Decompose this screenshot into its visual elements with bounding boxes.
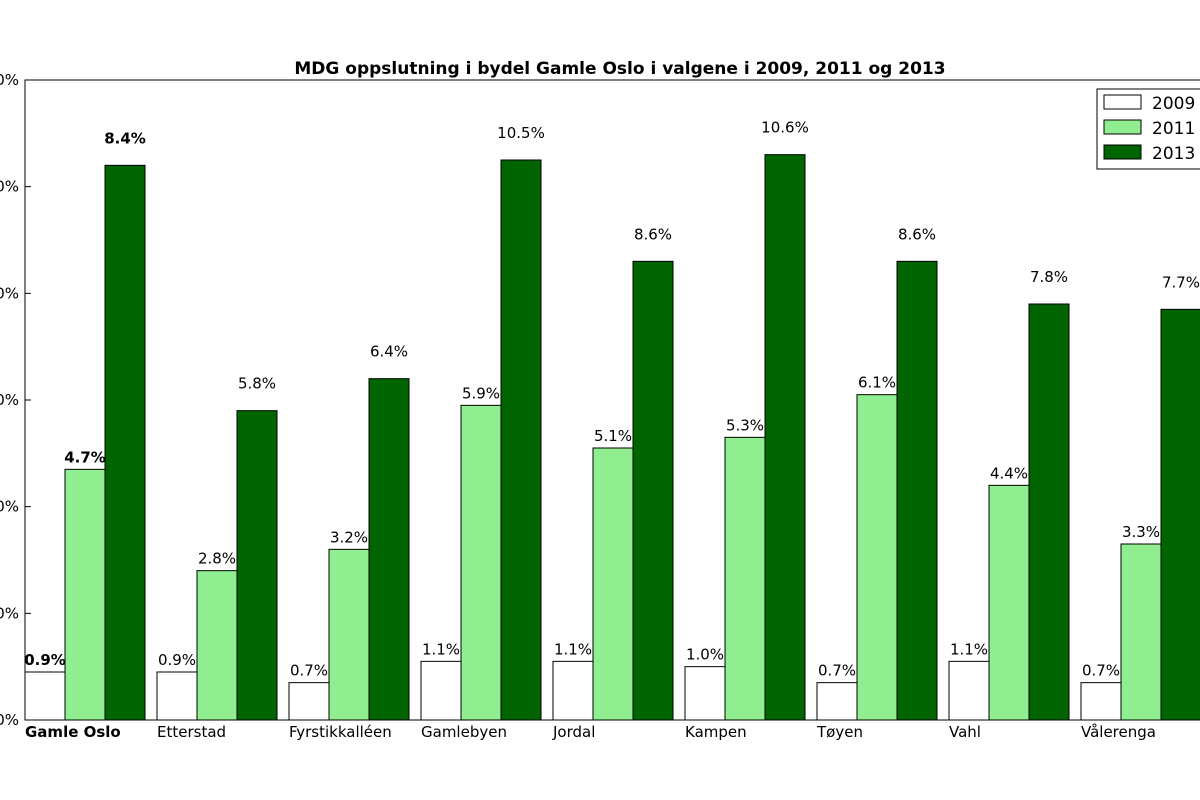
value-label-2013-9: 7.7% <box>1162 273 1200 291</box>
x-tick-label-9: Vålerenga <box>1081 723 1156 741</box>
bar-2011-9 <box>1120 543 1162 721</box>
x-tick-label-4: Gamlebyen <box>421 723 507 741</box>
x-tick-label-3: Fyrstikkalléen <box>289 723 392 741</box>
x-axis-tick-labels: Gamle Oslo Etterstad Fyrstikkalléen Gamleby… <box>25 723 1156 741</box>
value-label-2013-2: 5.8% <box>238 375 276 393</box>
y-tick-label-2: 0% <box>0 604 19 622</box>
value-labels-group: 0.9% 4.7% 8.4% 0.9% 2.8% 5.8% 0.7% 3.2% 6.4% 1.1%… <box>24 119 1200 680</box>
value-label-2011-2: 2.8% <box>198 550 236 568</box>
bars-group <box>24 154 1200 721</box>
bar-2009-7 <box>816 682 858 721</box>
legend-swatch-2013 <box>1103 144 1142 160</box>
y-axis-tick-labels: 0% 0% 0% 0% 0% 0% 0% <box>0 71 31 729</box>
value-label-2011-4: 5.9% <box>462 384 500 402</box>
bar-2009-9 <box>1080 682 1122 721</box>
value-label-2011-1: 4.7% <box>64 448 106 466</box>
value-label-2013-8: 7.8% <box>1030 268 1068 286</box>
bar-2013-5 <box>632 260 674 721</box>
y-tick-label-3: 0% <box>0 498 19 516</box>
value-label-2013-7: 8.6% <box>898 225 936 243</box>
chart-title: MDG oppslutning i bydel Gamle Oslo i val… <box>294 59 945 79</box>
value-label-2011-6: 5.3% <box>726 416 764 434</box>
x-tick-label-8: Vahl <box>949 723 981 741</box>
legend-label-2011: 2011 <box>1152 119 1195 139</box>
legend-label-2013: 2013 <box>1152 144 1195 164</box>
bar-2013-1 <box>104 164 146 721</box>
value-label-2013-5: 8.6% <box>634 225 672 243</box>
legend-swatch-2011 <box>1103 119 1142 135</box>
y-tick-label-1: 0% <box>0 711 19 729</box>
y-tick-label-4: 0% <box>0 391 19 409</box>
x-tick-label-1: Gamle Oslo <box>25 723 121 741</box>
plot-frame <box>24 79 1200 721</box>
x-tick-label-6: Kampen <box>685 723 747 741</box>
bar-2013-2 <box>236 410 278 721</box>
y-tick-label-7: 0% <box>0 71 19 89</box>
bar-2013-8 <box>1028 303 1070 721</box>
value-label-2011-3: 3.2% <box>330 528 368 546</box>
value-label-2011-8: 4.4% <box>990 464 1028 482</box>
bar-2011-7 <box>856 394 898 721</box>
legend-swatch-2009 <box>1103 94 1142 110</box>
y-tick-label-6: 0% <box>0 178 19 196</box>
value-label-2009-2: 0.9% <box>158 651 196 669</box>
bar-2011-2 <box>196 570 238 721</box>
bar-2011-6 <box>724 436 766 721</box>
value-label-2009-1: 0.9% <box>24 651 66 669</box>
value-label-2013-1: 8.4% <box>104 129 146 147</box>
bar-2013-9 <box>1160 308 1200 721</box>
bar-2013-7 <box>896 260 938 721</box>
x-tick-label-7: Tøyen <box>816 723 863 741</box>
legend-label-2009: 2009 <box>1152 94 1195 114</box>
bar-2009-6 <box>684 666 726 721</box>
value-label-2009-9: 0.7% <box>1082 662 1120 680</box>
value-label-2009-5: 1.1% <box>554 640 592 658</box>
x-tick-label-5: Jordal <box>552 723 595 741</box>
value-label-2009-3: 0.7% <box>290 662 328 680</box>
x-tick-label-2: Etterstad <box>157 723 226 741</box>
value-label-2013-4: 10.5% <box>497 124 545 142</box>
bar-2009-8 <box>948 660 990 721</box>
value-label-2009-6: 1.0% <box>686 646 724 664</box>
value-label-2011-5: 5.1% <box>594 427 632 445</box>
value-label-2009-4: 1.1% <box>422 640 460 658</box>
bar-2013-6 <box>764 154 806 721</box>
bar-2009-3 <box>288 682 330 721</box>
bar-2013-3 <box>368 378 410 721</box>
bar-2009-4 <box>420 660 462 721</box>
value-label-2013-6: 10.6% <box>761 119 809 137</box>
value-label-2011-7: 6.1% <box>858 374 896 392</box>
y-tick-label-5: 0% <box>0 284 19 302</box>
bar-2011-4 <box>460 404 502 721</box>
legend: 2009 2011 2013 <box>1096 88 1200 170</box>
bar-2009-1 <box>24 671 66 721</box>
bar-2011-8 <box>988 484 1030 721</box>
value-label-2011-9: 3.3% <box>1122 523 1160 541</box>
value-label-2009-8: 1.1% <box>950 640 988 658</box>
value-label-2013-3: 6.4% <box>370 343 408 361</box>
bar-2009-2 <box>156 671 198 721</box>
bar-2009-5 <box>552 660 594 721</box>
bar-2011-5 <box>592 447 634 721</box>
bar-2011-1 <box>64 468 106 721</box>
value-label-2009-7: 0.7% <box>818 662 856 680</box>
bar-2011-3 <box>328 548 370 721</box>
bar-2013-4 <box>500 159 542 721</box>
